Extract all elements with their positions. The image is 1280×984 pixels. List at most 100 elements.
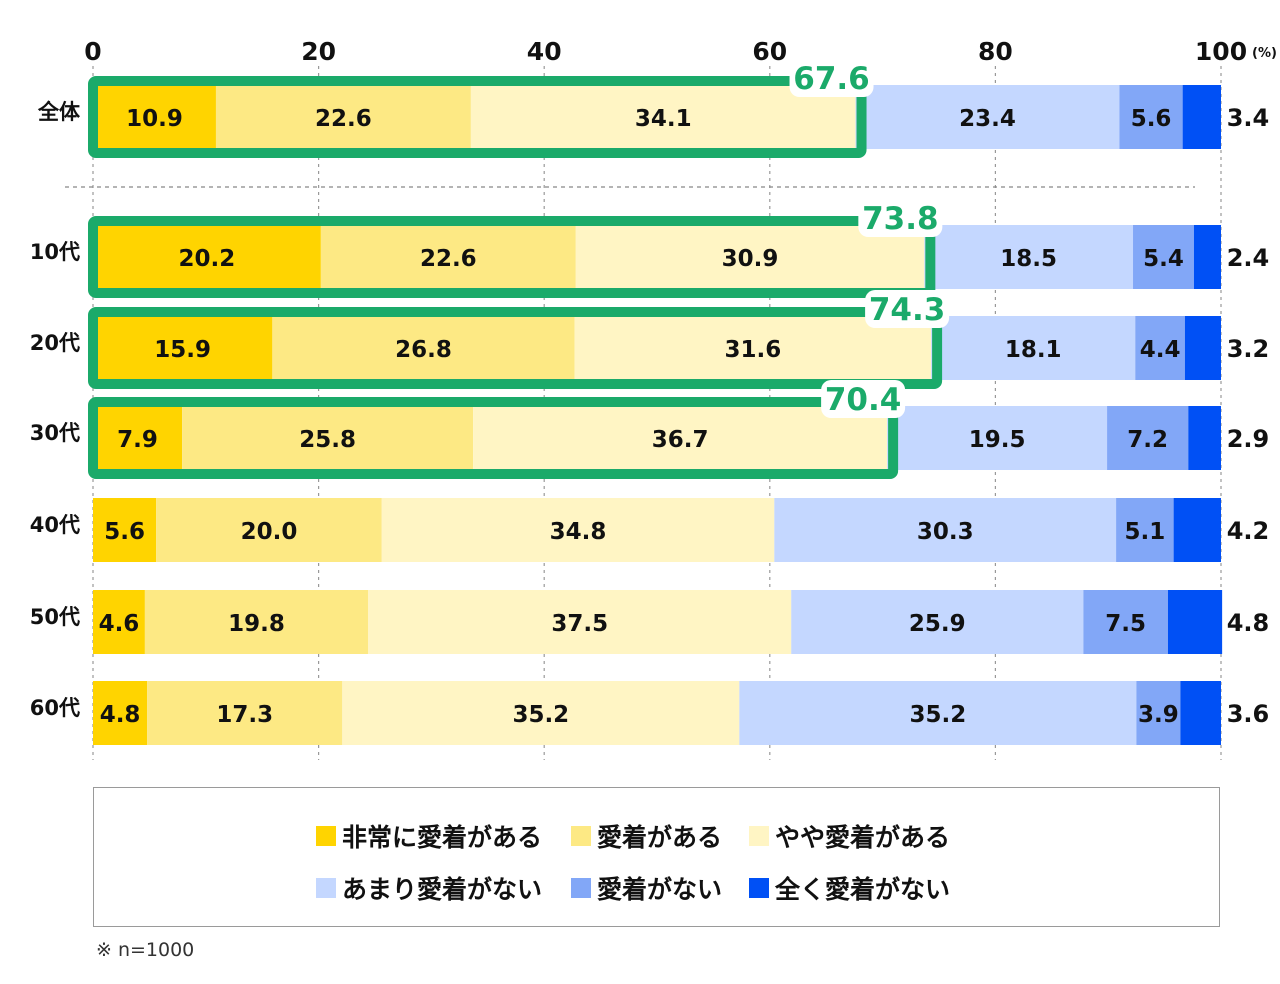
legend-label: 全く愛着がない: [775, 875, 951, 904]
bar-segment: [887, 406, 1108, 470]
data-label: 22.6: [315, 106, 372, 132]
category-label: 60代: [30, 696, 80, 720]
data-label: 20.0: [241, 519, 298, 545]
stacked-bar-chart: 0 20 40 60 80 100 (%) 全体 10.9 22.6 34.1 23.4 5.6 3.4 1…: [30, 37, 1277, 760]
category-label: 40代: [30, 513, 80, 537]
data-label: 35.2: [909, 702, 966, 728]
data-label: 17.3: [216, 702, 273, 728]
bar-segment: [182, 406, 474, 470]
bar-segment: [1173, 498, 1221, 562]
highlight-box: [88, 397, 899, 479]
data-label: 7.5: [1105, 611, 1146, 637]
data-label: 36.7: [652, 427, 709, 453]
data-label: 10.9: [126, 106, 183, 132]
data-label: 20.2: [179, 246, 236, 272]
data-label: 35.2: [512, 702, 569, 728]
legend: 非常に愛着がある 愛着がある やや愛着があるあまり愛着がない 愛着がない 全く愛着がない: [93, 787, 1220, 927]
data-label: 5.4: [1143, 246, 1184, 272]
bar-segment: [1107, 406, 1189, 470]
data-label: 19.8: [228, 611, 285, 637]
bar-segment: [924, 225, 1134, 289]
legend-swatch: [749, 878, 769, 898]
category-label: 10代: [30, 240, 80, 264]
bar-segment: [774, 498, 1117, 562]
data-label: 7.9: [117, 427, 158, 453]
highlight-label-bg: [789, 59, 874, 97]
legend-label: 非常に愛着がある: [342, 823, 543, 852]
highlight-label-bg: [821, 380, 906, 418]
data-label: 4.8: [1227, 609, 1270, 637]
bar-segment: [473, 406, 888, 470]
data-label: 2.9: [1227, 425, 1270, 453]
legend-swatch: [316, 878, 336, 898]
legend-swatch: [571, 826, 591, 846]
bar-segment: [1182, 85, 1221, 149]
bar-segment: [320, 225, 576, 289]
data-label: 26.8: [395, 337, 452, 363]
legend-swatch: [749, 826, 769, 846]
data-label: 4.4: [1140, 337, 1181, 363]
x-tick-label: 100: [1195, 37, 1247, 66]
highlight-box: [88, 216, 936, 298]
bar-segment: [1193, 225, 1221, 289]
bar-segment: [381, 498, 775, 562]
bar-segment: [93, 590, 145, 654]
legend-label: あまり愛着がない: [342, 875, 543, 904]
data-label: 4.8: [100, 702, 141, 728]
data-label: 7.2: [1127, 427, 1168, 453]
data-label: 15.9: [154, 337, 211, 363]
axis-unit: (%): [1252, 46, 1277, 61]
data-label: 2.4: [1227, 244, 1270, 272]
data-label: 18.1: [1005, 337, 1062, 363]
data-label: 30.3: [917, 519, 974, 545]
data-label: 37.5: [551, 611, 608, 637]
data-label: 31.6: [725, 337, 782, 363]
legend-item: やや愛着がある: [749, 818, 969, 854]
legend-label: 愛着がある: [597, 823, 723, 852]
bar-segment: [93, 681, 148, 745]
bar-segment: [1083, 590, 1168, 654]
bar-segment: [368, 590, 792, 654]
highlight-label-bg: [865, 290, 950, 328]
category-label: 全体: [37, 100, 81, 124]
bar-segment: [93, 316, 273, 380]
bar-segment: [93, 498, 157, 562]
bar-segment: [931, 316, 1136, 380]
bar-segment: [855, 85, 1120, 149]
highlight-label-bg: [858, 199, 943, 237]
highlight-total-label: 70.4: [825, 382, 902, 418]
legend-item: 愛着がない: [571, 870, 749, 906]
data-label: 30.9: [722, 246, 779, 272]
x-tick-label: 60: [752, 37, 787, 66]
data-label: 4.6: [99, 611, 140, 637]
x-tick-label: 0: [84, 37, 101, 66]
bar-segment: [1136, 681, 1181, 745]
bar-segment: [1133, 225, 1194, 289]
highlight-total-label: 67.6: [793, 61, 870, 97]
data-label: 34.1: [635, 106, 692, 132]
data-label: 23.4: [959, 106, 1016, 132]
highlight-box: [88, 307, 943, 389]
data-label: 22.6: [420, 246, 477, 272]
legend-item: 愛着がある: [571, 818, 749, 854]
bar-segment: [215, 85, 471, 149]
legend-item: 全く愛着がない: [749, 870, 969, 906]
bar-segment: [342, 681, 740, 745]
legend-swatch: [571, 878, 591, 898]
sample-note: ※ n=1000: [96, 939, 195, 961]
data-label: 34.8: [550, 519, 607, 545]
highlight-total-label: 74.3: [869, 292, 946, 328]
legend-label: やや愛着がある: [775, 823, 951, 852]
x-tick-label: 20: [301, 37, 336, 66]
data-label: 5.6: [104, 519, 145, 545]
data-label: 3.4: [1227, 104, 1270, 132]
category-label: 50代: [30, 605, 80, 629]
category-label: 30代: [30, 421, 80, 445]
bar-segment: [93, 225, 321, 289]
bar-segment: [1188, 406, 1221, 470]
data-label: 3.2: [1227, 335, 1270, 363]
bar-segment: [791, 590, 1084, 654]
data-label: 25.8: [299, 427, 356, 453]
bar-segment: [156, 498, 382, 562]
x-tick-label: 80: [978, 37, 1013, 66]
